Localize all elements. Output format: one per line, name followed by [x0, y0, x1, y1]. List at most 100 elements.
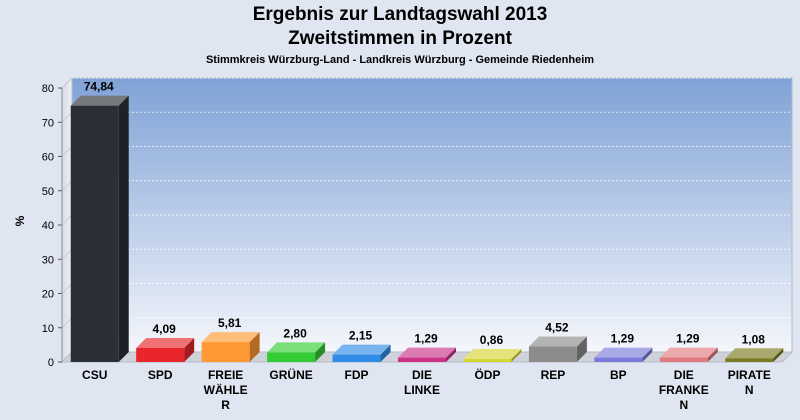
bar-top: [398, 347, 456, 358]
category-label: LINKE: [404, 383, 440, 397]
category-label: N: [745, 383, 754, 397]
category-label: FREIE: [208, 368, 243, 382]
category-label: CSU: [82, 368, 107, 382]
bar-side: [576, 336, 587, 362]
bar: [594, 347, 653, 362]
bar-front: [136, 347, 185, 362]
bar-side: [511, 349, 522, 362]
y-tick-label: 30: [42, 254, 54, 266]
category-label: R: [221, 398, 230, 412]
bar-front: [70, 105, 119, 362]
value-label: 1,29: [611, 332, 635, 346]
value-label: 74,84: [84, 80, 114, 94]
y-axis-label: %: [13, 215, 27, 226]
bar-front: [659, 357, 708, 362]
category-label: FDP: [345, 368, 369, 382]
grid-line-side: [61, 111, 73, 123]
bar: [463, 349, 522, 362]
grid-lines: [61, 77, 792, 329]
value-labels: 74,84 4,09 5,81 2,80 2,15 1,29 0,86 4,52 1,29 1,2…: [84, 80, 766, 347]
category-label: FRANKE: [659, 383, 709, 397]
grid-line-side: [61, 248, 73, 260]
bar-side: [118, 95, 129, 362]
bar-front: [594, 357, 643, 362]
bar-side: [773, 348, 784, 362]
grid-line-side: [61, 77, 73, 89]
bar-front: [267, 352, 316, 362]
value-label: 2,80: [283, 326, 307, 340]
bar-front: [528, 346, 577, 362]
bar-top: [528, 336, 587, 347]
grid-line-side: [61, 317, 73, 329]
bar-side: [315, 342, 326, 362]
category-label: WÄHLE: [204, 382, 248, 397]
category-label: PIRATE: [728, 368, 771, 382]
y-tick-label: 60: [42, 152, 54, 164]
plot-background: [60, 76, 794, 364]
bar: [70, 95, 129, 362]
y-axis-ticks: 0 10 20 30 40 50 60 70 80: [42, 83, 63, 369]
value-label: 1,29: [676, 332, 700, 346]
bar-top: [594, 347, 653, 358]
chart-title: Ergebnis zur Landtagswahl 2013: [252, 4, 548, 25]
bar: [201, 332, 260, 362]
y-tick-label: 0: [48, 357, 54, 369]
value-label: 5,81: [218, 316, 242, 330]
bar-top: [463, 349, 522, 360]
bar-side: [380, 344, 391, 362]
category-label: N: [679, 398, 688, 412]
category-label: REP: [541, 368, 566, 382]
y-tick-label: 50: [42, 186, 54, 198]
bar: [528, 336, 587, 362]
bar-front: [398, 357, 446, 362]
grid-line-side: [61, 283, 73, 294]
bar-top: [136, 337, 195, 348]
bar-front: [725, 358, 774, 362]
chart-subtitle: Stimmkreis Würzburg-Land - Landkreis Wür…: [205, 54, 595, 66]
y-tick-label: 20: [42, 289, 54, 301]
bar: [725, 348, 784, 362]
bar-side: [707, 347, 718, 362]
bar-front: [463, 359, 512, 362]
bar: [267, 342, 326, 362]
category-label: DIE: [412, 368, 432, 382]
bar: [332, 344, 391, 362]
grid-line-side: [61, 180, 73, 192]
value-label: 4,09: [153, 322, 177, 336]
bar-side: [184, 337, 195, 362]
chart-subtitle-line: Zweitstimmen in Prozent: [288, 28, 512, 49]
y-tick-label: 40: [42, 220, 54, 232]
bar-top: [267, 342, 326, 353]
bar-front: [201, 342, 250, 362]
bar-top: [659, 347, 718, 358]
value-label: 2,15: [349, 329, 373, 343]
bar-top: [70, 95, 129, 106]
category-label: GRÜNE: [269, 367, 312, 382]
grid-line-side: [61, 214, 73, 226]
category-label: ÖDP: [474, 367, 500, 382]
bar: [398, 347, 456, 362]
bar: [136, 337, 195, 362]
y-tick-label: 80: [42, 83, 54, 95]
bar-side: [249, 332, 260, 362]
category-label: SPD: [148, 368, 173, 382]
value-label: 4,52: [545, 321, 569, 335]
category-label: BP: [610, 368, 627, 382]
bars: [70, 95, 784, 362]
y-tick-label: 10: [42, 323, 54, 335]
y-tick-label: 70: [42, 117, 54, 129]
category-label: DIE: [674, 368, 694, 382]
bar-front: [332, 354, 381, 362]
bar-top: [332, 344, 391, 355]
bar-side: [642, 347, 653, 362]
bar-side: [446, 347, 456, 362]
bar-top: [725, 348, 784, 359]
value-label: 1,29: [414, 332, 438, 346]
bar: [659, 347, 718, 362]
value-label: 0,86: [480, 333, 504, 347]
bar-top: [201, 332, 260, 343]
value-label: 1,08: [742, 332, 766, 346]
grid-line-side: [61, 146, 73, 157]
